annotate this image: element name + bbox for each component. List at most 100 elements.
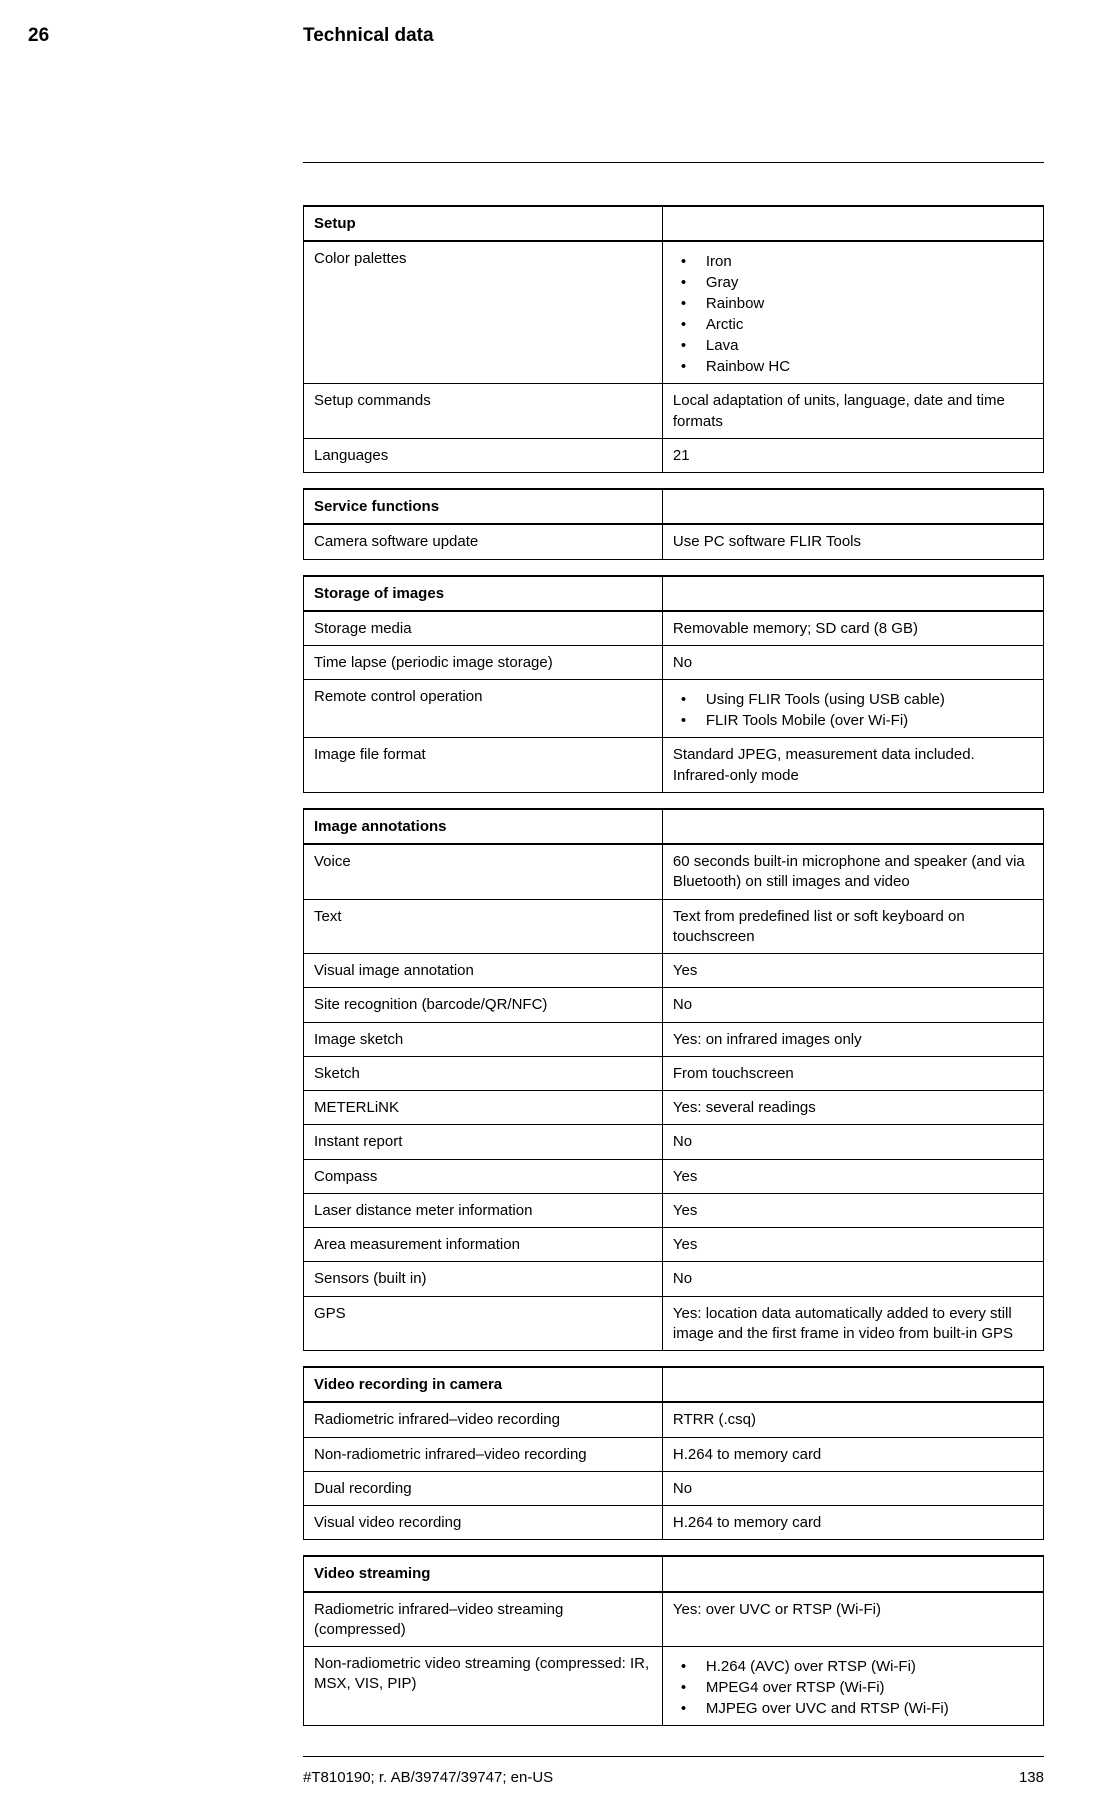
spec-label: GPS xyxy=(304,1296,663,1351)
spec-value: Local adaptation of units, language, dat… xyxy=(662,384,1043,439)
spec-row: Area measurement informationYes xyxy=(304,1228,1044,1262)
spec-value xyxy=(662,1367,1043,1402)
spec-label: METERLiNK xyxy=(304,1091,663,1125)
spec-value: H.264 (AVC) over RTSP (Wi-Fi)MPEG4 over … xyxy=(662,1647,1043,1726)
spec-table: Video streamingRadiometric infrared–vide… xyxy=(303,1555,1044,1726)
spec-label: Service functions xyxy=(304,489,663,524)
value-list: H.264 (AVC) over RTSP (Wi-Fi)MPEG4 over … xyxy=(681,1656,1033,1719)
spec-label: Storage of images xyxy=(304,576,663,611)
spec-table: SetupColor palettesIronGrayRainbowArctic… xyxy=(303,205,1044,473)
spec-row: Non-radiometric infrared–video recording… xyxy=(304,1437,1044,1471)
spec-label: Storage media xyxy=(304,611,663,646)
spec-label: Non-radiometric video streaming (compres… xyxy=(304,1647,663,1726)
section-header-row: Video recording in camera xyxy=(304,1367,1044,1402)
list-item: Gray xyxy=(681,272,1033,293)
spec-value: 21 xyxy=(662,438,1043,472)
spec-value: Standard JPEG, measurement data included… xyxy=(662,738,1043,793)
list-item: MJPEG over UVC and RTSP (Wi-Fi) xyxy=(681,1698,1033,1719)
spec-label: Non-radiometric infrared–video recording xyxy=(304,1437,663,1471)
spec-row: Storage mediaRemovable memory; SD card (… xyxy=(304,611,1044,646)
value-list: Using FLIR Tools (using USB cable)FLIR T… xyxy=(681,689,1033,731)
spec-label: Area measurement information xyxy=(304,1228,663,1262)
spec-value xyxy=(662,576,1043,611)
page-number: 138 xyxy=(1019,1769,1044,1786)
spec-value: 60 seconds built-in microphone and speak… xyxy=(662,844,1043,899)
list-item: Using FLIR Tools (using USB cable) xyxy=(681,689,1033,710)
section-header-row: Storage of images xyxy=(304,576,1044,611)
spec-row: Laser distance meter informationYes xyxy=(304,1193,1044,1227)
spec-label: Visual image annotation xyxy=(304,954,663,988)
spec-value xyxy=(662,206,1043,241)
chapter-title: Technical data xyxy=(303,25,434,47)
tables-container: SetupColor palettesIronGrayRainbowArctic… xyxy=(303,205,1044,1726)
spec-label: Video recording in camera xyxy=(304,1367,663,1402)
spec-row: Image sketchYes: on infrared images only xyxy=(304,1022,1044,1056)
spec-row: Image file formatStandard JPEG, measurem… xyxy=(304,738,1044,793)
spec-row: Non-radiometric video streaming (compres… xyxy=(304,1647,1044,1726)
spec-value xyxy=(662,1556,1043,1591)
spec-value: Using FLIR Tools (using USB cable)FLIR T… xyxy=(662,680,1043,738)
spec-table: Service functionsCamera software updateU… xyxy=(303,488,1044,560)
spec-label: Laser distance meter information xyxy=(304,1193,663,1227)
spec-row: Visual image annotationYes xyxy=(304,954,1044,988)
spec-label: Setup xyxy=(304,206,663,241)
spec-value: Removable memory; SD card (8 GB) xyxy=(662,611,1043,646)
spec-label: Visual video recording xyxy=(304,1506,663,1540)
spec-value: Yes: location data automatically added t… xyxy=(662,1296,1043,1351)
spec-label: Setup commands xyxy=(304,384,663,439)
spec-row: Visual video recordingH.264 to memory ca… xyxy=(304,1506,1044,1540)
list-item: Iron xyxy=(681,251,1033,272)
spec-value: No xyxy=(662,646,1043,680)
page-footer: #T810190; r. AB/39747/39747; en-US 138 xyxy=(303,1756,1044,1786)
spec-value xyxy=(662,489,1043,524)
spec-value: Yes: on infrared images only xyxy=(662,1022,1043,1056)
spec-label: Image sketch xyxy=(304,1022,663,1056)
list-item: Rainbow HC xyxy=(681,356,1033,377)
spec-value xyxy=(662,809,1043,844)
spec-value: Yes: over UVC or RTSP (Wi-Fi) xyxy=(662,1592,1043,1647)
list-item: Rainbow xyxy=(681,293,1033,314)
spec-label: Time lapse (periodic image storage) xyxy=(304,646,663,680)
content-area: SetupColor palettesIronGrayRainbowArctic… xyxy=(303,162,1044,1726)
spec-row: Radiometric infrared–video recordingRTRR… xyxy=(304,1402,1044,1437)
spec-row: Camera software updateUse PC software FL… xyxy=(304,524,1044,559)
spec-label: Color palettes xyxy=(304,241,663,384)
spec-value: From touchscreen xyxy=(662,1056,1043,1090)
spec-value: H.264 to memory card xyxy=(662,1437,1043,1471)
spec-label: Radiometric infrared–video recording xyxy=(304,1402,663,1437)
spec-row: Radiometric infrared–video streaming (co… xyxy=(304,1592,1044,1647)
spec-value: Yes xyxy=(662,1228,1043,1262)
spec-row: Dual recordingNo xyxy=(304,1471,1044,1505)
spec-value: No xyxy=(662,988,1043,1022)
list-item: Arctic xyxy=(681,314,1033,335)
section-header-row: Service functions xyxy=(304,489,1044,524)
spec-row: Sensors (built in)No xyxy=(304,1262,1044,1296)
spec-value: No xyxy=(662,1125,1043,1159)
spec-value: No xyxy=(662,1262,1043,1296)
chapter-number: 26 xyxy=(28,25,303,47)
spec-label: Radiometric infrared–video streaming (co… xyxy=(304,1592,663,1647)
spec-row: Languages21 xyxy=(304,438,1044,472)
spec-label: Instant report xyxy=(304,1125,663,1159)
spec-label: Site recognition (barcode/QR/NFC) xyxy=(304,988,663,1022)
spec-row: TextText from predefined list or soft ke… xyxy=(304,899,1044,954)
spec-label: Voice xyxy=(304,844,663,899)
section-divider xyxy=(303,162,1044,163)
spec-value: Use PC software FLIR Tools xyxy=(662,524,1043,559)
page-header: 26 Technical data xyxy=(28,25,1044,47)
spec-label: Camera software update xyxy=(304,524,663,559)
spec-row: METERLiNKYes: several readings xyxy=(304,1091,1044,1125)
section-header-row: Video streaming xyxy=(304,1556,1044,1591)
value-list: IronGrayRainbowArcticLavaRainbow HC xyxy=(681,251,1033,377)
list-item: Lava xyxy=(681,335,1033,356)
spec-value: Yes xyxy=(662,954,1043,988)
spec-label: Video streaming xyxy=(304,1556,663,1591)
spec-value: Yes xyxy=(662,1159,1043,1193)
spec-table: Video recording in cameraRadiometric inf… xyxy=(303,1366,1044,1540)
spec-row: Color palettesIronGrayRainbowArcticLavaR… xyxy=(304,241,1044,384)
spec-row: Site recognition (barcode/QR/NFC)No xyxy=(304,988,1044,1022)
spec-row: SketchFrom touchscreen xyxy=(304,1056,1044,1090)
spec-row: CompassYes xyxy=(304,1159,1044,1193)
spec-value: RTRR (.csq) xyxy=(662,1402,1043,1437)
spec-row: Remote control operationUsing FLIR Tools… xyxy=(304,680,1044,738)
